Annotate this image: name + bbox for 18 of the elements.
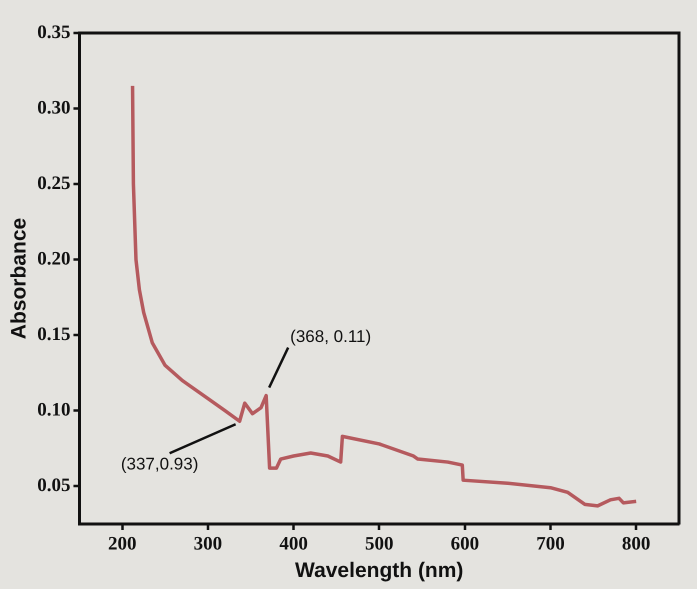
y-tick-label: 0.25: [37, 172, 70, 194]
x-tick-label: 600: [450, 533, 480, 554]
x-axis-title: Wavelength (nm): [295, 559, 464, 582]
y-tick-label: 0.35: [37, 22, 70, 43]
x-tick-label: 500: [364, 533, 394, 554]
x-tick-label: 300: [194, 533, 222, 554]
x-tick-label: 200: [108, 533, 137, 554]
annotation: (368, 0.11): [290, 326, 372, 346]
y-tick-label: 0.15: [37, 324, 70, 346]
y-axis-title: Absorbance: [7, 218, 30, 340]
annotation: (337,0.93): [120, 454, 198, 474]
y-tick-label: 0.20: [37, 248, 70, 270]
x-tick-label: 400: [279, 533, 308, 554]
x-tick-label: 700: [536, 533, 565, 554]
y-tick-label: 0.10: [37, 400, 70, 421]
x-tick-label: 800: [622, 533, 650, 554]
y-tick-label: 0.30: [37, 97, 70, 118]
y-tick-label: 0.05: [37, 475, 70, 496]
